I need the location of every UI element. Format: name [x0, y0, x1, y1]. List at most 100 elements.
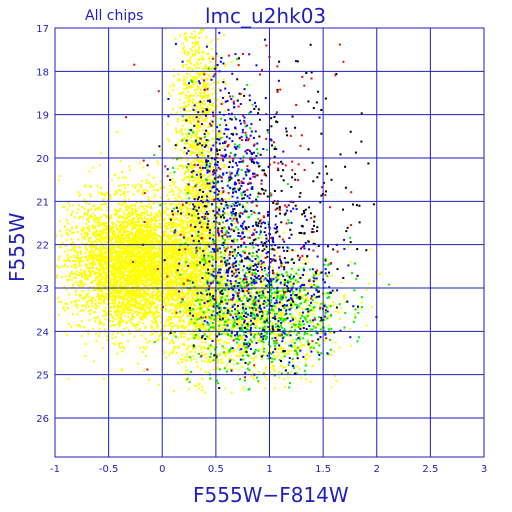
- data-point: [151, 259, 154, 262]
- data-point: [80, 275, 83, 278]
- data-point: [104, 288, 107, 290]
- data-point: [191, 209, 194, 212]
- data-point: [173, 245, 176, 248]
- data-point: [167, 244, 170, 247]
- data-point: [159, 276, 162, 279]
- data-point: [150, 275, 153, 278]
- data-point: [109, 251, 112, 254]
- data-point: [74, 281, 77, 284]
- data-point: [150, 261, 153, 264]
- data-point: [137, 230, 140, 233]
- data-point: [79, 246, 82, 249]
- data-point: [101, 260, 104, 263]
- data-point: [122, 296, 125, 298]
- data-point: [117, 259, 120, 262]
- data-point: [130, 270, 133, 273]
- data-point: [182, 272, 185, 275]
- data-point: [103, 323, 106, 326]
- data-point: [119, 246, 122, 249]
- data-point: [209, 60, 212, 63]
- data-point: [132, 184, 135, 187]
- data-point: [150, 217, 152, 220]
- data-point: [120, 251, 123, 254]
- data-point: [201, 320, 204, 323]
- data-point: [116, 313, 119, 316]
- data-point: [201, 295, 204, 298]
- data-point: [147, 249, 150, 252]
- data-point: [99, 321, 102, 324]
- data-point: [137, 249, 140, 252]
- data-point: [120, 305, 123, 308]
- data-point: [123, 239, 126, 242]
- data-point: [114, 209, 117, 212]
- data-point: [148, 251, 151, 254]
- data-point: [135, 233, 138, 236]
- data-point: [105, 276, 108, 279]
- data-point: [105, 266, 108, 269]
- data-point: [138, 289, 141, 292]
- data-point: [126, 245, 129, 248]
- data-point: [199, 192, 202, 195]
- data-point: [198, 32, 201, 35]
- data-point: [88, 239, 90, 242]
- data-point: [150, 277, 153, 279]
- data-point: [127, 247, 130, 250]
- data-point: [110, 227, 113, 230]
- data-point: [131, 208, 134, 210]
- data-point: [129, 214, 132, 217]
- data-point: [79, 268, 82, 271]
- data-point: [112, 269, 115, 272]
- data-point: [120, 284, 123, 287]
- data-point: [186, 308, 189, 310]
- data-point: [141, 256, 143, 259]
- data-point: [83, 297, 86, 300]
- data-point: [75, 324, 78, 327]
- data-point: [114, 309, 117, 312]
- data-point: [152, 219, 155, 222]
- data-point: [104, 255, 107, 258]
- data-point: [171, 282, 174, 285]
- data-point: [109, 247, 112, 249]
- data-point: [100, 264, 103, 267]
- data-point: [94, 299, 97, 302]
- data-point: [174, 256, 177, 259]
- data-point: [209, 360, 212, 363]
- data-point: [127, 219, 130, 222]
- data-point: [144, 237, 147, 240]
- data-point: [180, 244, 183, 247]
- data-point: [111, 294, 114, 297]
- data-point: [138, 263, 141, 266]
- data-point: [162, 249, 165, 252]
- data-point: [138, 302, 141, 305]
- data-point: [179, 225, 182, 228]
- data-point: [114, 233, 117, 235]
- data-point: [192, 180, 195, 183]
- data-point: [178, 276, 181, 279]
- data-point: [101, 222, 103, 225]
- data-point: [111, 251, 114, 254]
- data-point: [110, 259, 113, 261]
- data-point: [136, 241, 139, 243]
- data-point: [176, 213, 179, 216]
- data-point: [172, 202, 175, 205]
- data-point: [244, 205, 247, 208]
- data-point: [108, 284, 111, 287]
- data-point: [144, 290, 147, 293]
- data-point: [122, 223, 125, 226]
- data-point: [160, 215, 163, 218]
- data-point: [133, 335, 136, 338]
- data-point: [184, 226, 187, 229]
- data-point: [142, 280, 144, 283]
- data-point: [109, 236, 112, 239]
- data-point: [98, 327, 101, 330]
- data-point: [117, 184, 120, 187]
- data-point: [171, 257, 174, 259]
- data-point: [144, 325, 147, 328]
- data-point: [81, 206, 83, 209]
- data-point: [98, 274, 101, 276]
- data-point: [182, 253, 185, 256]
- data-point: [178, 283, 181, 286]
- data-point: [167, 233, 170, 236]
- data-point: [118, 289, 121, 292]
- data-point: [106, 338, 109, 341]
